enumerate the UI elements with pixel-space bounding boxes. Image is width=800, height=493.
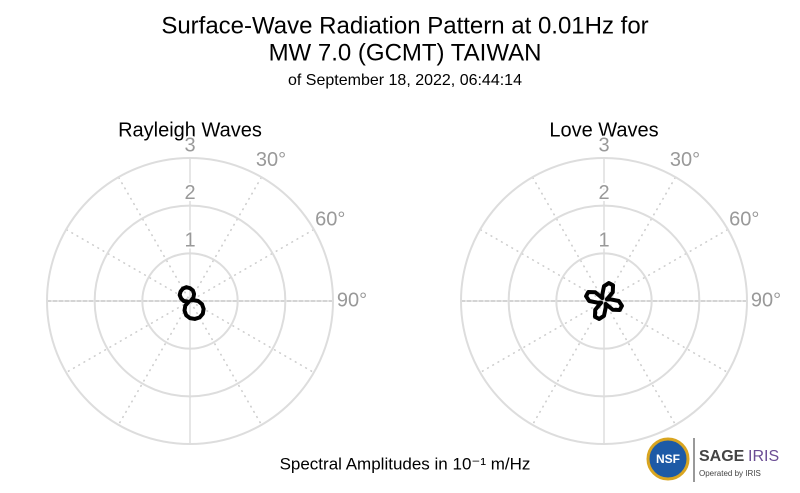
r-tick-label: 2 — [184, 182, 195, 204]
theta-tick-label: 90° — [337, 289, 367, 311]
subtitle: of September 18, 2022, 06:44:14 — [288, 72, 522, 89]
subplot-title: Rayleigh Waves — [118, 119, 262, 141]
footer-label: Spectral Amplitudes in 10⁻¹ m/Hz — [280, 454, 531, 473]
r-grid-circle — [46, 157, 334, 445]
r-tick-label: 3 — [184, 134, 195, 156]
theta-tick-label: 60° — [729, 208, 759, 230]
sage-text: SAGE — [699, 448, 745, 465]
radiation-pattern — [177, 285, 206, 321]
r-tick-label: 2 — [598, 182, 609, 204]
r-grid-circle — [93, 204, 287, 398]
theta-tick-label: 30° — [256, 149, 286, 171]
theta-tick-label: 60° — [315, 208, 345, 230]
title-line: Surface-Wave Radiation Pattern at 0.01Hz… — [161, 12, 648, 39]
iris-text: IRIS — [748, 448, 779, 465]
nsf-seal — [646, 437, 690, 481]
logo: NSF SAGE IRIS Operated by IRIS — [646, 437, 779, 482]
nsf-text: NSF — [656, 452, 680, 466]
r-tick-label: 1 — [184, 230, 195, 252]
r-grid-circle — [507, 204, 701, 398]
r-grid-circle — [460, 157, 748, 445]
operated-text: Operated by IRIS — [699, 469, 761, 478]
r-tick-label: 1 — [598, 230, 609, 252]
r-grid-circle — [141, 252, 239, 350]
r-tick-label: 3 — [598, 134, 609, 156]
subplot-title: Love Waves — [549, 119, 658, 141]
r-grid-circle — [555, 252, 653, 350]
theta-tick-label: 90° — [751, 289, 781, 311]
title-line: MW 7.0 (GCMT) TAIWAN — [269, 39, 542, 66]
radiation-pattern — [584, 281, 624, 321]
theta-tick-label: 30° — [670, 149, 700, 171]
